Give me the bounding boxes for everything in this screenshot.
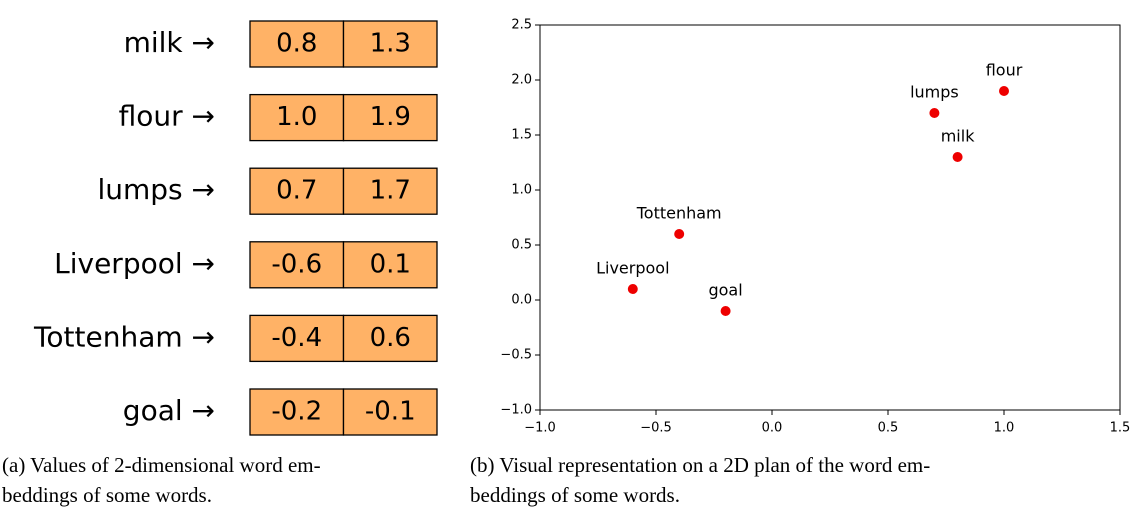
embedding-cell bbox=[249, 93, 345, 142]
x-tick-label: 0.5 bbox=[878, 421, 899, 436]
x-tick-label: 1.5 bbox=[1110, 421, 1131, 436]
point bbox=[929, 108, 940, 118]
caption-a-line: beddings of some words. bbox=[2, 483, 212, 507]
caption-b-line: beddings of some words. bbox=[470, 483, 680, 507]
embedding-value: 1.0 bbox=[276, 102, 317, 132]
caption-a-line: (a) Values of 2-dimensional word em- bbox=[2, 453, 321, 477]
embedding-value: 0.7 bbox=[276, 176, 317, 206]
y-tick-label: 1.5 bbox=[511, 128, 532, 143]
x-tick-label: 1.0 bbox=[994, 421, 1015, 436]
y-tick-label: 0.5 bbox=[511, 238, 532, 253]
point-label: milk bbox=[941, 127, 975, 146]
embedding-cell bbox=[342, 167, 438, 215]
embedding-value: 1.9 bbox=[370, 102, 411, 132]
x-tick-label: 0.0 bbox=[762, 421, 783, 436]
word-label: Liverpool → bbox=[54, 247, 215, 280]
x-tick-label: −1.0 bbox=[524, 421, 556, 436]
point-label: Tottenham bbox=[636, 204, 722, 223]
word-label: milk → bbox=[124, 26, 215, 59]
point bbox=[952, 152, 963, 162]
embedding-value: -0.4 bbox=[271, 323, 322, 353]
word-label: lumps → bbox=[97, 173, 215, 206]
word-label: Tottenham → bbox=[33, 320, 215, 353]
embedding-value: 1.3 bbox=[370, 29, 411, 59]
embedding-cell bbox=[249, 20, 345, 68]
y-tick-label: 1.0 bbox=[511, 183, 532, 198]
y-tick-label: −1.0 bbox=[500, 403, 532, 418]
y-tick-label: −0.5 bbox=[500, 348, 532, 363]
plot-frame bbox=[539, 24, 1121, 411]
embedding-cell bbox=[342, 20, 438, 68]
point-label: Liverpool bbox=[596, 259, 669, 278]
embedding-value: -0.1 bbox=[365, 397, 416, 427]
word-label: goal → bbox=[123, 394, 215, 427]
y-tick-label: 0.0 bbox=[511, 293, 532, 308]
x-tick-label: −0.5 bbox=[640, 421, 672, 436]
point bbox=[720, 306, 731, 316]
point bbox=[674, 229, 685, 239]
y-tick-label: 2.0 bbox=[511, 73, 532, 88]
embedding-value: 0.8 bbox=[276, 29, 317, 59]
embedding-value: 0.1 bbox=[370, 249, 411, 279]
point bbox=[999, 86, 1009, 96]
point bbox=[627, 284, 638, 294]
caption-b-line: (b) Visual representation on a 2D plan o… bbox=[470, 453, 930, 477]
embedding-value: -0.6 bbox=[271, 249, 322, 279]
embedding-cell bbox=[249, 241, 345, 289]
point-label: lumps bbox=[910, 83, 959, 102]
embedding-cell bbox=[342, 93, 438, 142]
word-label: flour → bbox=[119, 100, 215, 133]
embedding-value: 1.7 bbox=[370, 176, 411, 206]
embedding-cell bbox=[342, 241, 438, 289]
embedding-cell bbox=[342, 388, 438, 436]
embedding-value: -0.2 bbox=[271, 397, 322, 427]
y-tick-label: 2.5 bbox=[511, 18, 532, 33]
embedding-cell bbox=[249, 167, 345, 215]
embedding-value: 0.6 bbox=[370, 323, 411, 353]
embedding-cell bbox=[342, 314, 438, 363]
point-label: flour bbox=[986, 61, 1023, 80]
embedding-cell bbox=[249, 314, 345, 363]
point-label: goal bbox=[708, 281, 742, 300]
